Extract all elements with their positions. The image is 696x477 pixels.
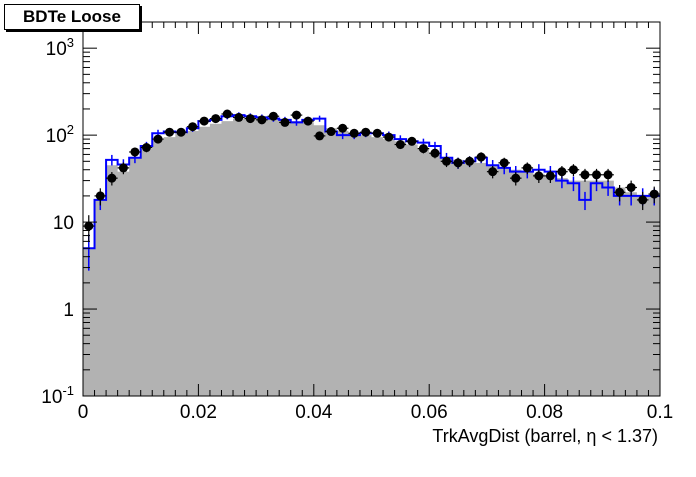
x-tick-label: 0.04 — [295, 402, 332, 423]
x-tick-label: 0 — [78, 402, 89, 423]
data-point — [280, 117, 290, 127]
data-point — [580, 170, 590, 180]
data-point — [326, 127, 336, 137]
x-tick-label: 0.06 — [411, 402, 448, 423]
data-point — [499, 158, 509, 168]
chart-title: BDTe Loose — [4, 4, 140, 30]
data-point — [626, 182, 636, 192]
data-point — [211, 114, 221, 124]
data-point — [234, 112, 244, 122]
data-point — [153, 134, 163, 144]
data-point — [141, 143, 151, 153]
data-point — [361, 127, 371, 137]
data-point — [188, 122, 198, 132]
data-point — [395, 140, 405, 150]
data-point — [165, 127, 175, 137]
data-point — [130, 147, 140, 157]
background-histogram — [83, 116, 660, 397]
data-point — [176, 127, 186, 137]
data-point — [338, 123, 348, 133]
data-point — [257, 115, 267, 125]
data-point — [384, 132, 394, 142]
data-point — [199, 116, 209, 126]
x-tick-label: 0.1 — [647, 402, 673, 423]
data-point — [453, 158, 463, 168]
data-point — [638, 195, 648, 205]
data-point — [488, 167, 498, 177]
data-point — [465, 156, 475, 166]
data-point — [372, 128, 382, 138]
data-point — [418, 144, 428, 154]
data-point — [545, 171, 555, 181]
data-point — [568, 165, 578, 175]
data-point — [107, 173, 117, 183]
data-point — [592, 170, 602, 180]
x-axis-label: TrkAvgDist (barrel, η < 1.37) — [432, 426, 658, 446]
y-tick-label: 1 — [63, 300, 74, 321]
data-point — [407, 136, 417, 146]
data-point — [511, 173, 521, 183]
y-tick-label: 103 — [46, 35, 74, 60]
data-point — [534, 171, 544, 181]
data-point — [522, 163, 532, 173]
data-point — [603, 170, 613, 180]
data-point — [430, 148, 440, 158]
data-point — [649, 189, 659, 199]
y-tick-label: 10-1 — [41, 383, 74, 408]
x-tick-label: 0.02 — [180, 402, 217, 423]
data-point — [291, 110, 301, 120]
data-point — [315, 131, 325, 141]
y-tick-label: 10 — [53, 213, 74, 234]
data-point — [349, 128, 359, 138]
data-point — [95, 191, 105, 201]
data-point — [222, 109, 232, 119]
data-point — [615, 187, 625, 197]
data-point — [245, 114, 255, 124]
y-tick-label: 102 — [46, 122, 74, 147]
data-point — [268, 111, 278, 121]
data-point — [442, 156, 452, 166]
data-point — [303, 116, 313, 126]
x-tick-label: 0.08 — [526, 402, 563, 423]
data-point — [476, 152, 486, 162]
data-point — [118, 163, 128, 173]
data-point — [557, 167, 567, 177]
